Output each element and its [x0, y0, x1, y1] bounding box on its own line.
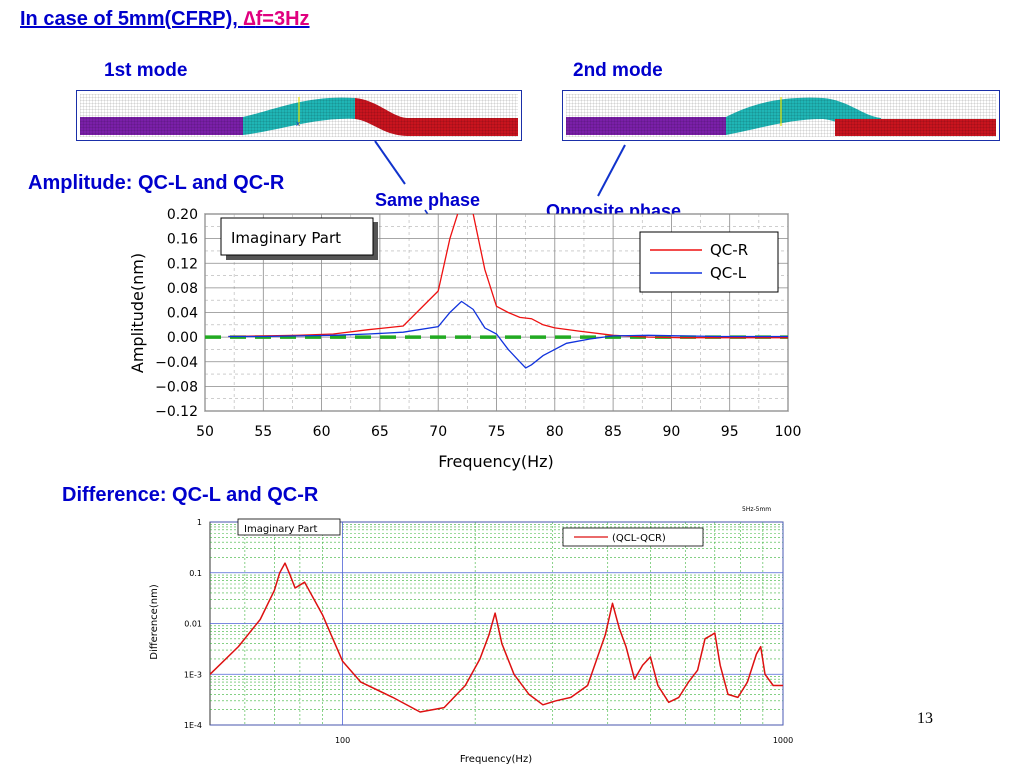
amplitude-tick-labels: 50 55 60 65 70 75 80 85 90 95 100 0.20 0.16 0.12 0.08 0…: [155, 207, 801, 440]
y-tick-label: 0.04: [167, 306, 198, 322]
title-highlight-text: f=3Hz: [255, 8, 310, 30]
x-tick-label: 90: [662, 424, 680, 440]
amplitude-annotation-text: Imaginary Part: [231, 229, 341, 247]
amplitude-y-axis-label: Amplitude(nm): [128, 253, 147, 373]
amplitude-x-axis-label: Frequency(Hz): [438, 452, 554, 471]
y-tick-label: 0.01: [184, 620, 202, 629]
difference-annotation: Imaginary Part: [237, 518, 341, 536]
amplitude-legend: QC-R QC-L: [639, 231, 779, 293]
difference-y-axis-label: Difference(nm): [149, 584, 160, 660]
x-tick-label: 100: [335, 736, 350, 745]
difference-x-axis-label: Frequency(Hz): [460, 754, 532, 765]
series-line-qc-l: [228, 300, 788, 369]
legend-diff-label: (QCL-QCR): [612, 533, 666, 544]
difference-series: [210, 562, 783, 713]
amplitude-heading: Amplitude: QC-L and QC-R: [28, 172, 285, 194]
page-number: 13: [917, 710, 933, 727]
mode1-shape-svg: x: [80, 94, 518, 137]
mode2-shape-image: [562, 90, 1000, 141]
x-tick-label: 60: [313, 424, 331, 440]
delta-symbol: ∆: [243, 8, 256, 30]
mode1-label: 1st mode: [104, 60, 188, 81]
svg-text:x: x: [296, 120, 300, 128]
mode2-shape-svg: [566, 94, 996, 137]
mode1-shape-image: x: [76, 90, 522, 141]
x-tick-label: 100: [775, 424, 802, 440]
x-tick-label: 70: [429, 424, 447, 440]
legend-qcl-label: QC-L: [710, 264, 747, 282]
x-tick-label: 85: [604, 424, 622, 440]
y-tick-label: 1: [197, 518, 202, 527]
x-tick-label: 75: [488, 424, 506, 440]
y-tick-label: 1E-4: [184, 721, 202, 730]
legend-qcr-label: QC-R: [710, 241, 748, 259]
y-tick-label: −0.04: [155, 355, 198, 371]
x-tick-label: 80: [546, 424, 564, 440]
difference-heading: Difference: QC-L and QC-R: [62, 484, 319, 506]
difference-legend: (QCL-QCR): [562, 527, 704, 547]
y-tick-label: 0.16: [167, 232, 198, 248]
difference-corner-label: 5Hz-5mm: [742, 506, 771, 513]
series-line-qc-r: [228, 214, 788, 339]
x-tick-label: 95: [721, 424, 739, 440]
y-tick-label: 0.1: [189, 569, 202, 578]
x-tick-label: 55: [254, 424, 272, 440]
difference-chart: 1 0.1 0.01 1E-3 1E-4 100 1000 Imaginary Part 5…: [149, 506, 793, 765]
title-prefix: In case of 5mm(CFRP),: [20, 8, 244, 30]
mode1-connector-line: [374, 140, 406, 185]
series-line-qcl-qcr: [210, 562, 783, 713]
mode2-connector-line: [597, 144, 626, 197]
y-tick-label: 0.12: [167, 256, 198, 272]
x-tick-label: 65: [371, 424, 389, 440]
y-tick-label: 0.00: [167, 330, 198, 346]
difference-annotation-text: Imaginary Part: [244, 524, 317, 535]
y-tick-label: 1E-3: [184, 670, 202, 679]
y-tick-label: −0.08: [155, 379, 198, 395]
amplitude-annotation: Imaginary Part: [220, 217, 378, 260]
x-tick-label: 50: [196, 424, 214, 440]
mode2-label: 2nd mode: [573, 60, 663, 81]
same-phase-label: Same phase: [375, 190, 481, 210]
y-tick-label: −0.12: [155, 404, 198, 420]
slide-title: In case of 5mm(CFRP), ∆f=3Hz: [20, 8, 310, 31]
x-tick-label: 1000: [773, 736, 793, 745]
title-highlight: ∆f=3Hz: [243, 8, 309, 30]
y-tick-label: 0.08: [167, 281, 198, 297]
difference-tick-labels: 1 0.1 0.01 1E-3 1E-4 100 1000: [184, 518, 793, 745]
amplitude-series: [205, 214, 788, 369]
amplitude-chart: 50 55 60 65 70 75 80 85 90 95 100 0.20 0.16 0.12 0.08 0…: [128, 207, 801, 471]
y-tick-label: 0.20: [167, 207, 198, 223]
